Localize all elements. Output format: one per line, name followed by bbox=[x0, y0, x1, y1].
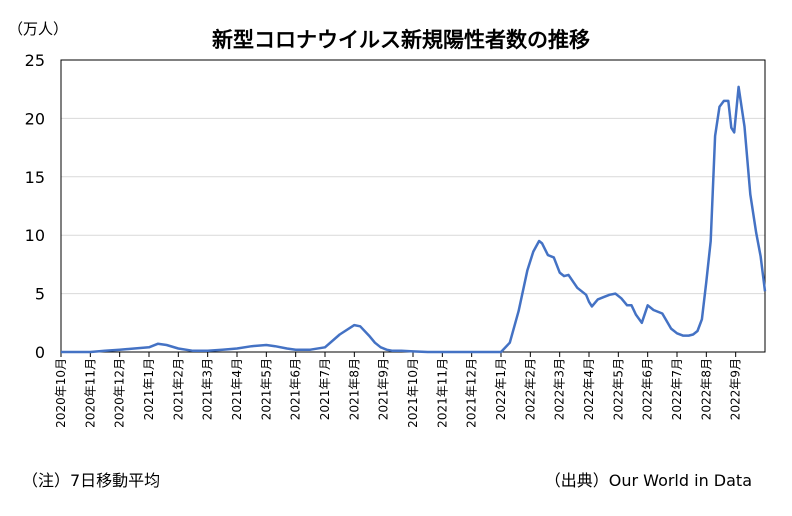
x-tick-label: 2022年8月 bbox=[699, 358, 713, 420]
chart-title: 新型コロナウイルス新規陽性者数の推移 bbox=[212, 28, 590, 52]
y-tick-label: 10 bbox=[25, 226, 45, 245]
footnote-note: （注）7日移動平均 bbox=[22, 471, 161, 490]
x-tick-label: 2021年6月 bbox=[289, 358, 303, 420]
x-tick-label: 2020年10月 bbox=[54, 358, 68, 428]
x-tick-label: 2021年3月 bbox=[201, 358, 215, 420]
x-tick-label: 2021年12月 bbox=[465, 358, 479, 428]
x-tick-label: 2022年1月 bbox=[494, 358, 508, 420]
x-tick-label: 2022年6月 bbox=[641, 358, 655, 420]
x-tick-label: 2020年12月 bbox=[113, 358, 127, 428]
x-tick-label: 2021年5月 bbox=[259, 358, 273, 420]
unit-label: （万人） bbox=[8, 20, 68, 38]
y-tick-label: 20 bbox=[25, 109, 45, 128]
x-tick-label: 2021年2月 bbox=[171, 358, 185, 420]
x-tick-label: 2022年2月 bbox=[523, 358, 537, 420]
x-tick-label: 2022年4月 bbox=[582, 358, 596, 420]
x-tick-label: 2022年9月 bbox=[729, 358, 743, 420]
x-tick-label: 2021年10月 bbox=[406, 358, 420, 428]
y-tick-label: 0 bbox=[35, 343, 45, 362]
y-tick-label: 25 bbox=[25, 51, 45, 70]
x-tick-label: 2020年11月 bbox=[83, 358, 97, 428]
x-tick-label: 2022年5月 bbox=[611, 358, 625, 420]
plot-frame bbox=[60, 59, 766, 353]
x-tick-label: 2021年1月 bbox=[142, 358, 156, 420]
gridlines bbox=[61, 117, 765, 295]
y-tick-label: 5 bbox=[35, 285, 45, 304]
x-tick-label: 2021年4月 bbox=[230, 358, 244, 420]
x-tick-label: 2021年9月 bbox=[377, 358, 391, 420]
x-tick-label: 2022年3月 bbox=[553, 358, 567, 420]
x-tick-label: 2021年8月 bbox=[347, 358, 361, 420]
x-tick-label: 2022年7月 bbox=[670, 358, 684, 420]
x-tick-label: 2021年11月 bbox=[435, 358, 449, 428]
x-tick-label: 2021年7月 bbox=[318, 358, 332, 420]
footnote-source: （出典）Our World in Data bbox=[544, 471, 752, 490]
y-axis-ticks: 0 5 10 15 20 25 bbox=[25, 51, 45, 362]
x-axis-ticks: 2020年10月 2020年11月 2020年12月 2021年1月 2021年2月 20… bbox=[54, 352, 743, 428]
series-line bbox=[61, 85, 767, 354]
y-tick-label: 15 bbox=[25, 168, 45, 187]
